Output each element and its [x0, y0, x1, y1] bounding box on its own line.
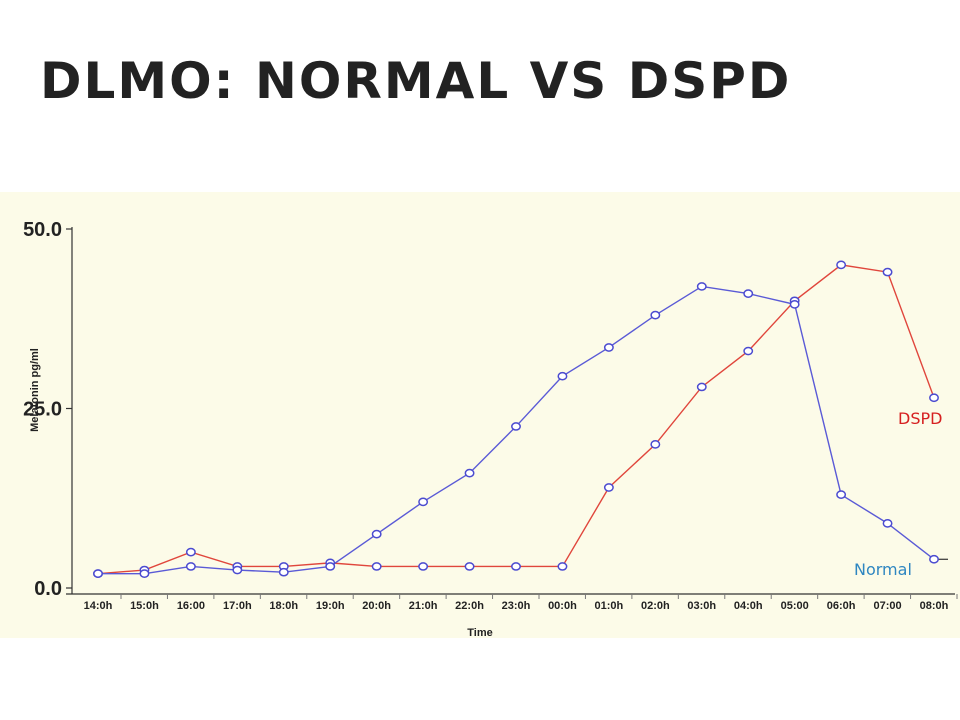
- data-point-dspd: [464, 562, 475, 571]
- x-tick-label: 16:00: [177, 600, 205, 612]
- chart-axes: [66, 227, 955, 595]
- data-point-normal: [836, 490, 847, 500]
- data-point-dspd: [882, 267, 893, 277]
- data-point-normal: [696, 282, 707, 291]
- data-point-normal: [743, 289, 754, 298]
- data-point-dspd: [371, 562, 382, 571]
- data-point-normal: [464, 468, 475, 478]
- x-tick-label: 07:00: [873, 600, 901, 612]
- y-tick-label: 0.0: [34, 578, 62, 600]
- data-point-normal: [603, 343, 614, 352]
- x-tick-label: 00:0h: [548, 600, 577, 612]
- x-tick-label: 04:0h: [734, 600, 763, 612]
- data-point-dspd: [929, 393, 939, 403]
- line-chart: 0.0 25.0 50.0 14:0h 15:0h 16:00 17:0h 18:0h 19:…: [23, 219, 958, 638]
- x-tick-label: 03:0h: [687, 600, 716, 612]
- data-point-dspd: [511, 562, 521, 571]
- data-point-normal: [185, 562, 196, 571]
- series-markers: [93, 260, 939, 578]
- data-point-normal: [650, 310, 661, 320]
- series-lines: [97, 264, 948, 575]
- data-point-normal: [139, 569, 150, 578]
- data-point-dspd: [743, 346, 754, 356]
- series-label-dspd: DSPD: [898, 409, 942, 428]
- data-point-normal: [371, 529, 382, 539]
- data-point-normal: [278, 567, 289, 577]
- data-point-normal: [557, 371, 568, 381]
- x-tick-label: 20:0h: [362, 600, 391, 612]
- data-point-dspd: [650, 440, 661, 449]
- data-point-dspd: [696, 382, 707, 392]
- x-tick-label: 05:00: [781, 600, 809, 612]
- data-point-normal: [232, 565, 243, 575]
- y-tick-labels: 0.0 25.0 50.0: [23, 219, 72, 600]
- y-axis-label: Melatonin pg/ml: [29, 348, 41, 432]
- y-tick-label: 50.0: [23, 219, 62, 241]
- data-point-normal: [882, 519, 893, 528]
- x-tick-label: 14:0h: [84, 600, 113, 612]
- x-axis-label: Time: [467, 627, 492, 638]
- x-tick-label: 18:0h: [269, 600, 298, 612]
- x-tick-label: 15:0h: [130, 600, 159, 612]
- data-point-dspd: [557, 562, 568, 571]
- x-tick-label: 22:0h: [455, 600, 484, 612]
- x-tick-label: 02:0h: [641, 600, 670, 612]
- data-point-normal: [929, 554, 939, 564]
- x-tick-label: 08:0h: [920, 600, 949, 612]
- x-tick-label: 21:0h: [409, 600, 438, 612]
- y-tick-label: 25.0: [23, 399, 62, 421]
- chart-panel: 0.0 25.0 50.0 14:0h 15:0h 16:00 17:0h 18:0h 19:…: [0, 192, 960, 638]
- data-point-dspd: [603, 483, 614, 492]
- data-point-dspd: [418, 562, 429, 571]
- data-point-dspd: [185, 547, 196, 557]
- x-tick-label: 06:0h: [827, 600, 856, 612]
- x-tick-label: 23:0h: [502, 600, 531, 612]
- series-label-normal: Normal: [854, 560, 912, 579]
- data-point-normal: [325, 562, 336, 571]
- x-tick-label: 19:0h: [316, 600, 345, 612]
- x-tick-labels: 14:0h 15:0h 16:00 17:0h 18:0h 19:0h 20:0h 21:0h…: [84, 594, 958, 612]
- data-point-dspd: [836, 260, 847, 270]
- slide-title: DLMO: NORMAL VS DSPD: [40, 52, 792, 110]
- data-point-normal: [789, 300, 800, 309]
- data-point-normal: [418, 497, 429, 507]
- x-tick-label: 17:0h: [223, 600, 252, 612]
- x-tick-label: 01:0h: [595, 600, 624, 612]
- data-point-normal: [511, 422, 521, 431]
- series-line-dspd: [97, 264, 935, 575]
- data-point-normal: [93, 569, 103, 578]
